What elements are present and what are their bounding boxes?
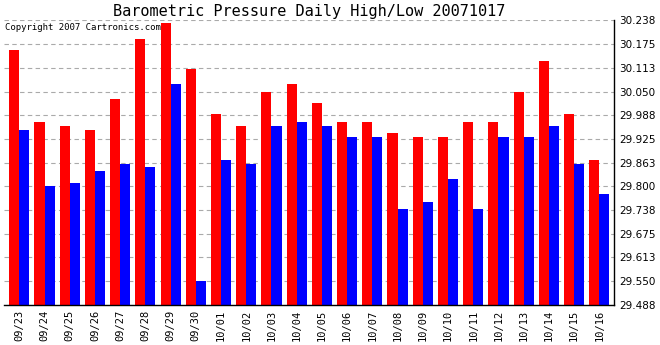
Bar [196, 281, 206, 305]
Bar [448, 179, 458, 305]
Bar [599, 194, 609, 305]
Bar [372, 137, 382, 305]
Bar [312, 103, 322, 305]
Bar [498, 137, 509, 305]
Bar [9, 50, 19, 305]
Bar [539, 61, 549, 305]
Bar [347, 137, 357, 305]
Bar [120, 164, 130, 305]
Bar [135, 39, 145, 305]
Bar [297, 122, 307, 305]
Bar [70, 183, 80, 305]
Bar [387, 133, 397, 305]
Bar [221, 160, 231, 305]
Bar [322, 126, 332, 305]
Bar [574, 164, 584, 305]
Bar [236, 126, 246, 305]
Bar [473, 209, 483, 305]
Bar [171, 84, 181, 305]
Bar [271, 126, 282, 305]
Bar [549, 126, 559, 305]
Bar [589, 160, 599, 305]
Bar [523, 137, 534, 305]
Bar [261, 92, 271, 305]
Bar [286, 84, 297, 305]
Title: Barometric Pressure Daily High/Low 20071017: Barometric Pressure Daily High/Low 20071… [113, 4, 506, 19]
Text: Copyright 2007 Cartronics.com: Copyright 2007 Cartronics.com [5, 23, 161, 32]
Bar [59, 126, 70, 305]
Bar [513, 92, 523, 305]
Bar [397, 209, 408, 305]
Bar [34, 122, 44, 305]
Bar [423, 201, 433, 305]
Bar [463, 122, 473, 305]
Bar [488, 122, 498, 305]
Bar [337, 122, 347, 305]
Bar [110, 99, 120, 305]
Bar [438, 137, 448, 305]
Bar [44, 186, 55, 305]
Bar [564, 115, 574, 305]
Bar [412, 137, 423, 305]
Bar [211, 115, 221, 305]
Bar [160, 23, 171, 305]
Bar [19, 129, 30, 305]
Bar [145, 167, 156, 305]
Bar [85, 129, 95, 305]
Bar [185, 69, 196, 305]
Bar [246, 164, 256, 305]
Bar [362, 122, 372, 305]
Bar [95, 171, 105, 305]
